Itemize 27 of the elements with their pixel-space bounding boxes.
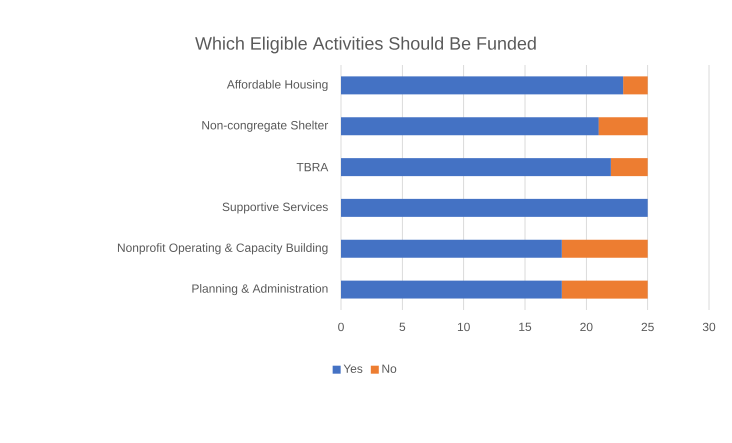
x-tick-label: 0 [338,322,344,332]
y-tick-label: Supportive Services [222,202,328,214]
bar [562,280,648,299]
bar [341,117,599,136]
chart-title: Which Eligible Activities Should Be Funded [195,36,536,54]
x-tick-label: 10 [458,322,470,332]
bar [623,76,648,94]
y-tick-label: Planning & Administration [192,284,328,296]
bar [341,240,562,258]
y-tick-label: Affordable Housing [226,80,328,91]
y-tick-label: TBRA [296,162,328,172]
x-tick-label: 25 [642,322,654,332]
y-tick-label: Nonprofit Operating & Capacity Building [118,243,328,254]
y-tick-label: Non-congregate Shelter [202,120,328,132]
x-tick-label: 30 [702,322,716,332]
bar [341,198,648,217]
x-tick-label: 15 [519,322,532,332]
legend-label: No [382,364,396,373]
x-tick-label: 5 [399,322,406,332]
bar [341,280,562,299]
bar [610,158,648,176]
legend-label: Yes [344,364,362,373]
bar [341,76,624,94]
bar [562,240,648,258]
bar [341,158,611,176]
bar [598,117,648,136]
x-tick-label: 20 [580,322,593,332]
